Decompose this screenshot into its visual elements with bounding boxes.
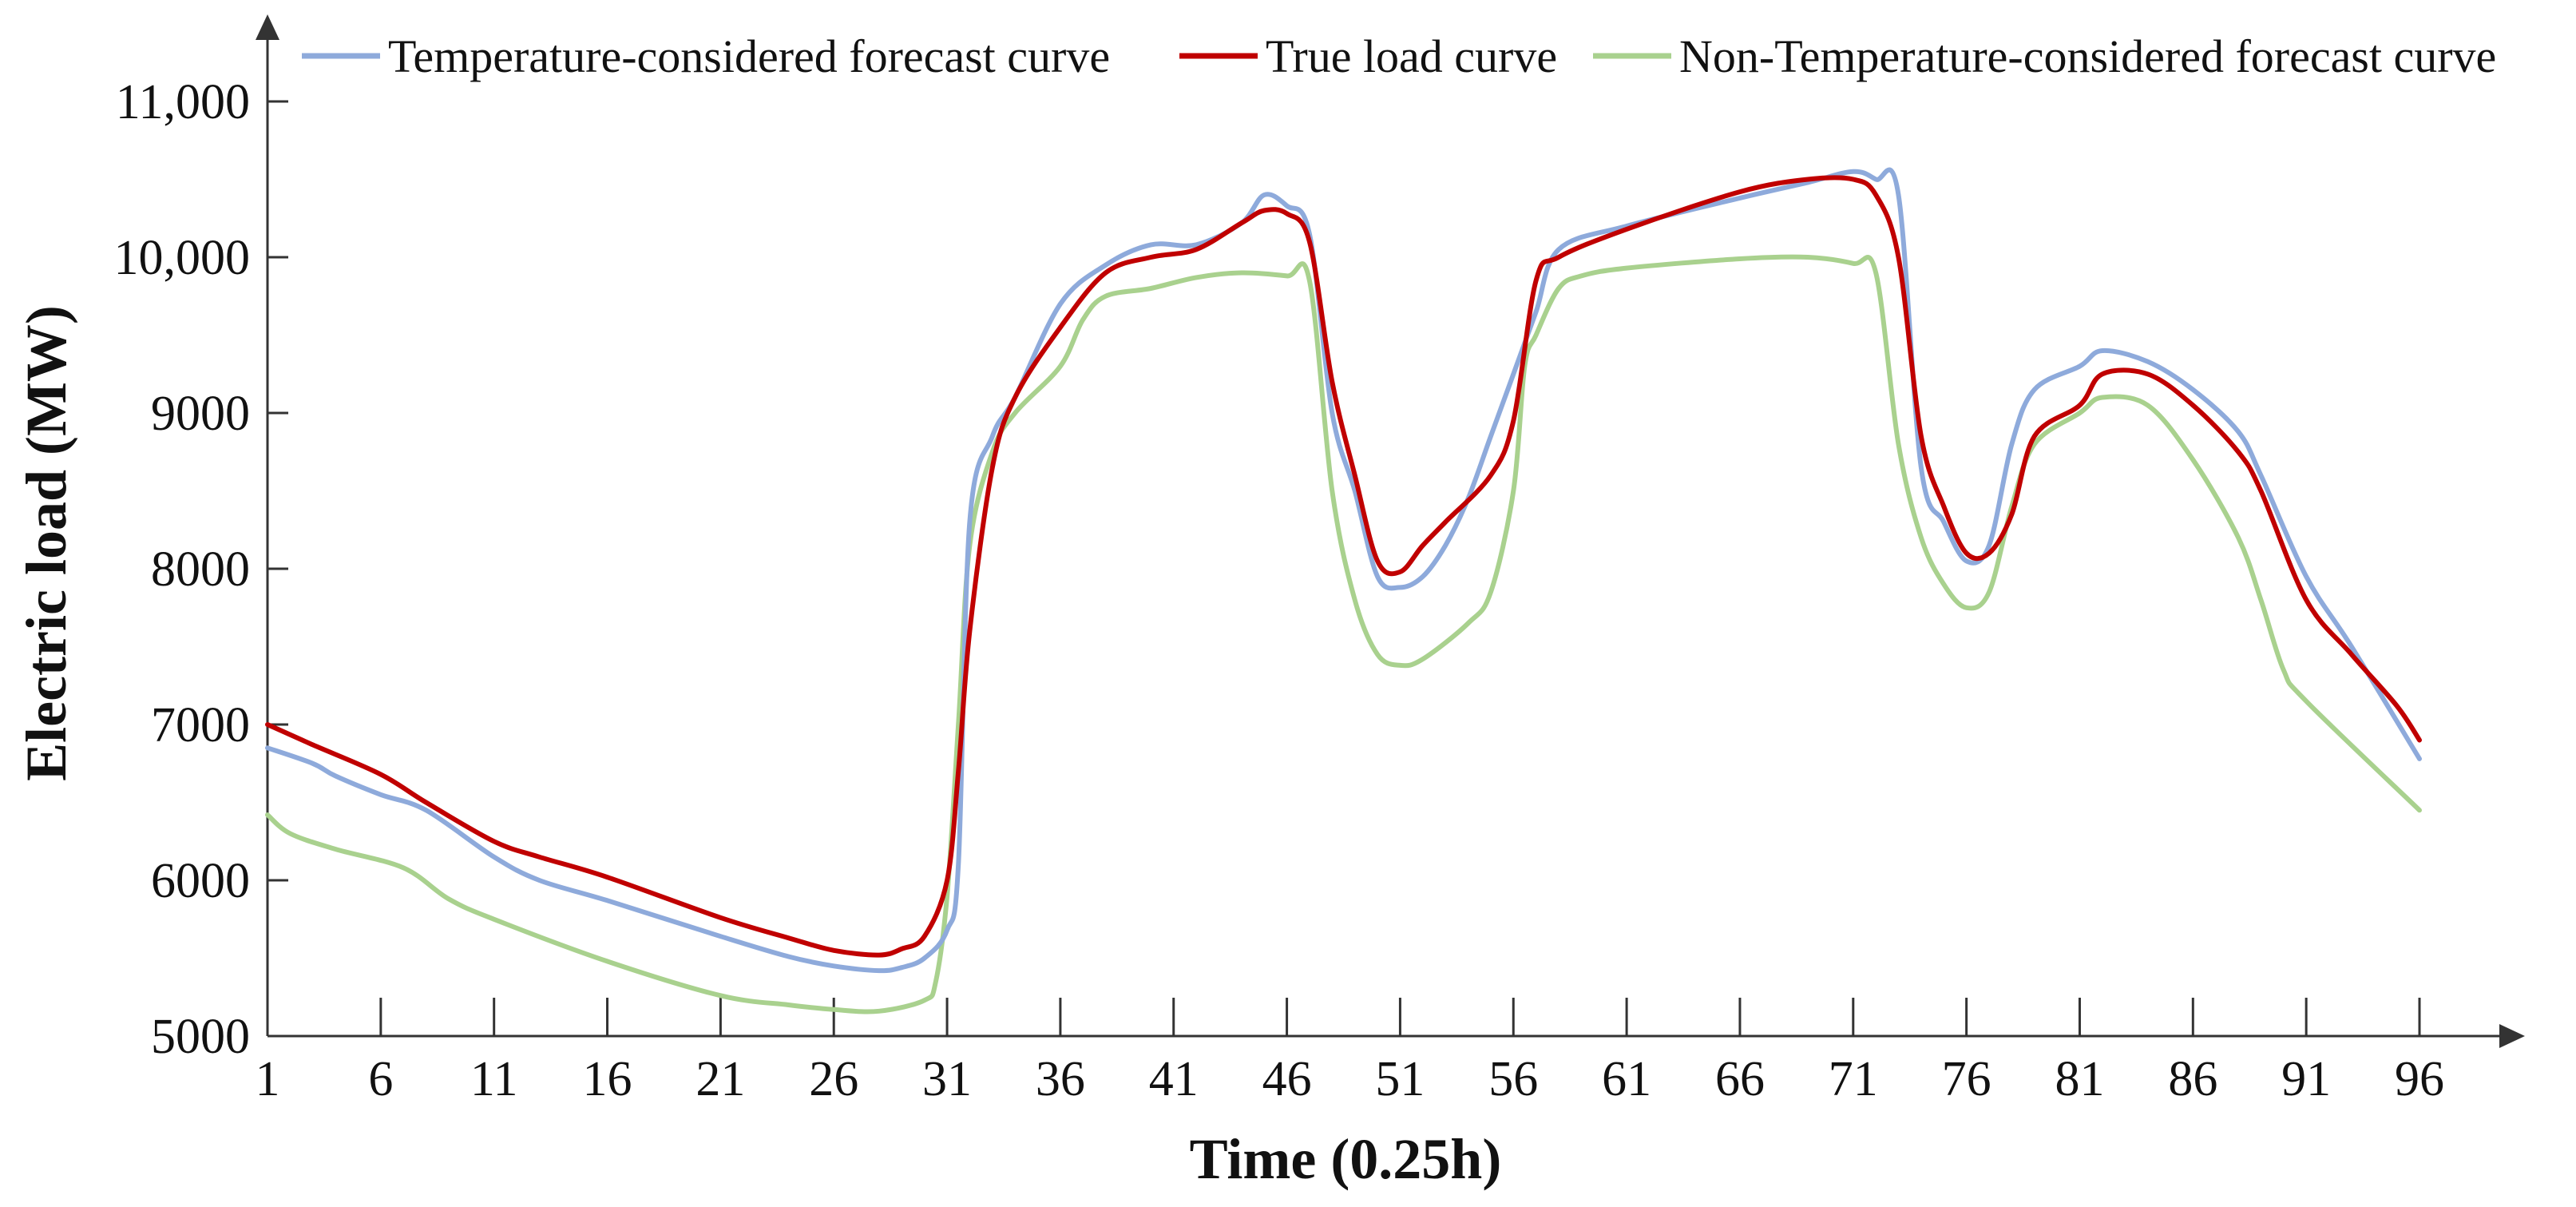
x-tick-label: 61 bbox=[1602, 1052, 1651, 1106]
x-tick-label: 1 bbox=[256, 1052, 280, 1106]
x-tick-label: 31 bbox=[922, 1052, 972, 1106]
legend-label: Non-Temperature-considered forecast curv… bbox=[1679, 30, 2496, 82]
x-tick-label: 26 bbox=[809, 1052, 858, 1106]
series-group bbox=[265, 167, 2422, 1014]
y-tick-label: 11,000 bbox=[116, 75, 250, 129]
x-tick-label: 51 bbox=[1375, 1052, 1425, 1106]
x-tick-label: 16 bbox=[583, 1052, 632, 1106]
y-axis-arrow bbox=[256, 14, 279, 40]
series-temperature-considered-forecast bbox=[265, 167, 2422, 974]
y-tick-label: 7000 bbox=[151, 698, 250, 752]
x-tick-label: 41 bbox=[1149, 1052, 1199, 1106]
x-axis-arrow bbox=[2499, 1024, 2525, 1048]
x-tick-label: 71 bbox=[1829, 1052, 1878, 1106]
x-tick-label: 6 bbox=[368, 1052, 393, 1106]
axes bbox=[256, 14, 2525, 1048]
x-tick-label: 11 bbox=[470, 1052, 518, 1106]
legend-label: Temperature-considered forecast curve bbox=[388, 30, 1110, 82]
y-tick-group: 5000 6000 7000 8000 9000 10,000 11,000 bbox=[114, 75, 288, 1064]
y-axis-title: Electric load (MW) bbox=[14, 305, 78, 781]
x-axis-title: Time (0.25h) bbox=[1190, 1127, 1502, 1191]
y-tick-label: 5000 bbox=[151, 1010, 250, 1064]
y-tick-label: 6000 bbox=[151, 854, 250, 908]
x-tick-label: 76 bbox=[1942, 1052, 1991, 1106]
legend-label: True load curve bbox=[1266, 30, 1557, 82]
y-tick-label: 9000 bbox=[151, 387, 250, 441]
series-non-temperature-considered-forecast bbox=[265, 254, 2422, 1014]
x-tick-label: 46 bbox=[1262, 1052, 1312, 1106]
x-tick-label: 81 bbox=[2055, 1052, 2104, 1106]
x-tick-label: 56 bbox=[1488, 1052, 1538, 1106]
x-tick-label: 91 bbox=[2281, 1052, 2331, 1106]
x-tick-label: 86 bbox=[2168, 1052, 2217, 1106]
x-tick-label: 21 bbox=[696, 1052, 745, 1106]
x-tick-label: 96 bbox=[2395, 1052, 2444, 1106]
x-tick-group: 1 6 11 16 21 26 31 36 41 46 51 56 61 66 71 76 81 86 91 96 bbox=[256, 998, 2444, 1106]
x-tick-label: 66 bbox=[1715, 1052, 1765, 1106]
y-tick-label: 8000 bbox=[151, 542, 250, 597]
series-true-load bbox=[265, 175, 2422, 958]
x-tick-label: 36 bbox=[1036, 1052, 1085, 1106]
y-tick-label: 10,000 bbox=[114, 231, 251, 285]
legend: Temperature-considered forecast curve Tru… bbox=[302, 30, 2496, 82]
